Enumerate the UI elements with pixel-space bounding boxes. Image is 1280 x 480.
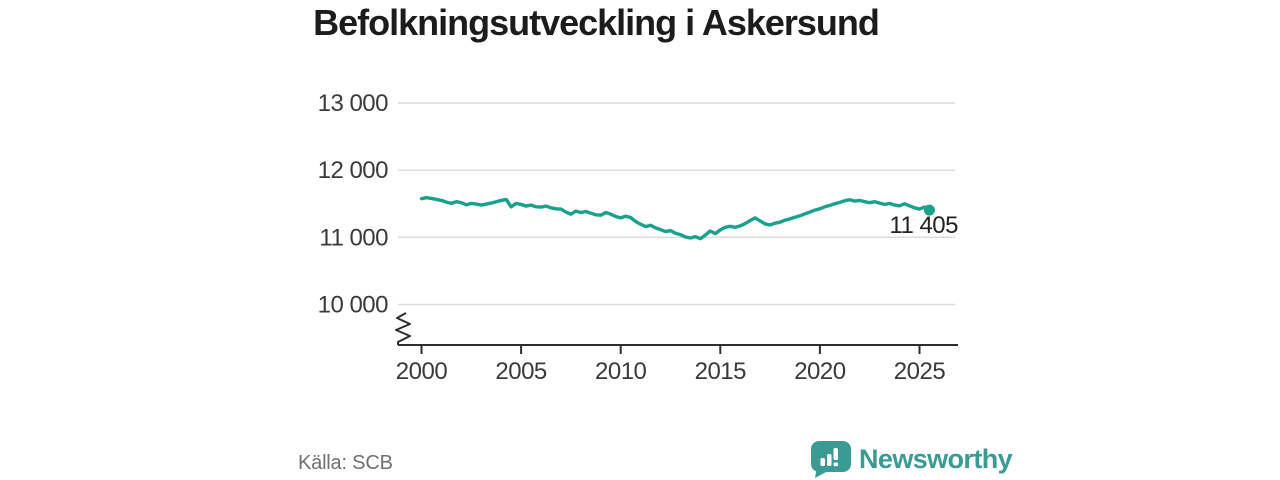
end-value-label: 11 405 [889, 212, 958, 239]
x-axis-tick-label: 2010 [595, 358, 647, 385]
x-axis-tick-label: 2025 [894, 358, 946, 385]
x-axis-tick-label: 2020 [794, 358, 846, 385]
y-axis-break-icon [395, 312, 411, 345]
population-line-chart: 13 000 12 000 11 000 10 000 2000 2005 2010 2015… [318, 90, 959, 385]
y-axis-tick-label: 12 000 [318, 157, 389, 184]
newsworthy-logo-icon [811, 441, 851, 478]
x-axis-tick-label: 2015 [695, 358, 747, 385]
y-axis-tick-label: 13 000 [318, 90, 389, 117]
y-axis-tick-label: 11 000 [319, 224, 388, 251]
chart-title: Befolkningsutveckling i Askersund [313, 2, 880, 43]
end-point-marker [923, 204, 935, 216]
x-axis-tick-label: 2005 [495, 358, 547, 385]
y-axis-tick-label: 10 000 [318, 292, 389, 319]
x-axis-tick-label: 2000 [396, 358, 448, 385]
source-attribution: Källa: SCB [298, 452, 393, 474]
newsworthy-branding: Newsworthy [810, 440, 1013, 479]
population-line [419, 195, 932, 241]
newsworthy-wordmark: Newsworthy [859, 444, 1013, 474]
